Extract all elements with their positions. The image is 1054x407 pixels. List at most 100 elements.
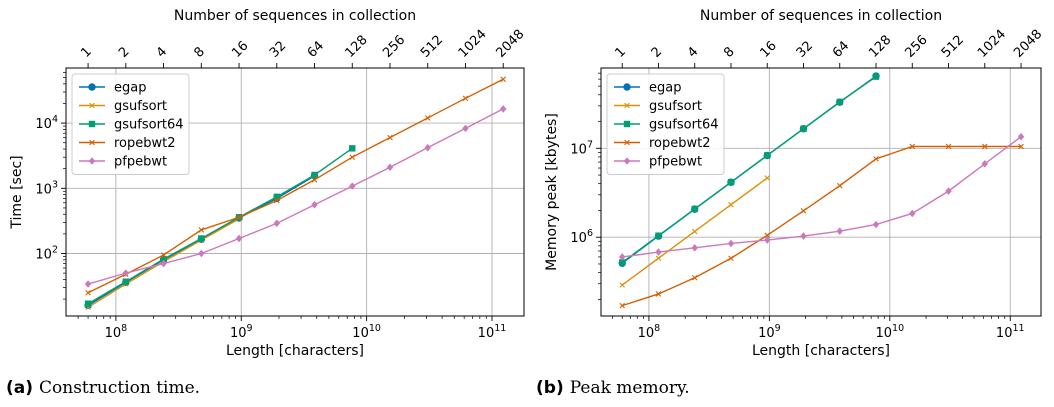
top-tick-label: 1024 (456, 27, 490, 61)
data-point-pfpebwt (386, 163, 394, 172)
data-point-pfpebwt (800, 232, 807, 240)
top-tick-label: 1024 (975, 27, 1009, 61)
data-point-gsufsort64 (800, 125, 807, 132)
data-point-pfpebwt (764, 236, 771, 244)
legend-box (606, 73, 725, 175)
caption-a-label: (a) (6, 378, 34, 398)
data-point-ropebwt2 (764, 232, 771, 239)
series-line-pfpebwt (87, 108, 504, 285)
top-tick-label: 64 (830, 39, 852, 61)
top-tick-label: 2 (649, 44, 665, 60)
caption-a-text: Construction time. (39, 378, 201, 398)
legend-item-ropebwt2: ropebwt2 (614, 136, 711, 151)
data-point-pfpebwt (872, 220, 880, 229)
legend-marker (624, 139, 630, 146)
data-point-pfpebwt (160, 259, 167, 268)
data-point-ropebwt2 (691, 274, 698, 281)
legend-label: gsufsort64 (114, 118, 184, 133)
data-point-ropebwt2 (619, 302, 625, 309)
data-point-ropebwt2 (836, 182, 843, 189)
top-tick-label: 8 (721, 44, 737, 60)
data-point-ropebwt2 (349, 154, 356, 160)
legend-item-egap: egap (614, 81, 681, 96)
data-point-pfpebwt (945, 187, 952, 195)
top-tick-label: 1 (78, 44, 94, 60)
top-axis-label: Number of sequences in collection (700, 8, 942, 24)
series-line-ropebwt2 (87, 78, 504, 294)
legend-item-egap: egap (79, 81, 146, 96)
y-axis-label: Memory peak [kbytes] (544, 113, 560, 271)
data-point-gsufsort (691, 228, 698, 235)
top-tick-label: 32 (794, 39, 816, 61)
data-point-gsufsort (728, 201, 734, 208)
legend-marker (88, 157, 96, 165)
data-point-gsufsort (655, 255, 662, 262)
chart-b: 108 109 1010 1011 106 107 1 2 4 8 16 32 64 128 256 512 1… (544, 8, 1045, 359)
data-point-ropebwt2 (981, 143, 988, 150)
series-ropebwt2 (619, 143, 1024, 309)
legend-marker (88, 120, 96, 128)
x-axis-label: Length [characters] (226, 343, 364, 359)
y-axis-label: Time [sec] (9, 155, 25, 229)
data-point-gsufsort64 (655, 232, 662, 239)
series-gsufsort (619, 175, 771, 288)
plot-frame (600, 67, 1042, 317)
legend-marker (623, 83, 631, 91)
top-tick-label: 2048 (493, 27, 527, 61)
legend-marker (89, 139, 95, 146)
series-line-ropebwt2 (621, 145, 1022, 307)
data-point-ropebwt2 (945, 143, 952, 150)
top-tick-label: 512 (939, 33, 967, 61)
series-gsufsort64 (619, 73, 880, 266)
data-point-pfpebwt (500, 105, 507, 113)
data-point-gsufsort64 (160, 255, 167, 263)
top-tick-label: 256 (902, 33, 930, 61)
data-point-pfpebwt (122, 269, 130, 277)
x-axis-label: Length [characters] (752, 343, 890, 359)
data-point-gsufsort64 (727, 178, 735, 186)
data-point-pfpebwt (198, 249, 205, 258)
legend-label: egap (114, 81, 146, 96)
data-point-pfpebwt (619, 253, 626, 261)
data-point-ropebwt2 (909, 143, 916, 150)
top-tick-label: 2 (116, 44, 132, 60)
data-point-ropebwt2 (500, 76, 507, 83)
data-point-ropebwt2 (160, 252, 167, 258)
data-point-ropebwt2 (273, 197, 280, 204)
legend-label: pfpebwt (649, 155, 702, 170)
data-point-gsufsort64 (84, 300, 92, 307)
top-tick-label: 256 (380, 33, 408, 61)
data-point-pfpebwt (981, 159, 988, 168)
data-point-gsufsort64 (836, 98, 843, 106)
data-point-ropebwt2 (236, 214, 242, 221)
legend-label: gsufsort (649, 99, 702, 114)
data-point-pfpebwt (836, 227, 843, 235)
data-point-ropebwt2 (462, 95, 469, 102)
legend-item-ropebwt2: ropebwt2 (79, 136, 176, 151)
top-tick-label: 512 (418, 33, 446, 61)
data-point-ropebwt2 (85, 289, 91, 296)
data-point-gsufsort64 (349, 145, 356, 152)
series-pfpebwt (619, 132, 1025, 261)
legend-item-gsufsort64: gsufsort64 (614, 118, 719, 133)
caption-b-label: (b) (536, 378, 564, 398)
caption-a: (a) Construction time. (6, 378, 200, 398)
y-tick-label: 103 (35, 179, 58, 197)
data-point-gsufsort64 (311, 171, 318, 179)
data-point-pfpebwt (424, 143, 431, 152)
x-tick-label: 108 (638, 323, 661, 341)
data-point-gsufsort (764, 175, 771, 181)
top-tick-label: 128 (342, 33, 370, 61)
data-point-gsufsort (619, 282, 625, 288)
y-tick-label: 106 (570, 228, 593, 246)
y-tick-label: 107 (570, 139, 593, 157)
series-gsufsort64 (84, 145, 356, 307)
data-point-ropebwt2 (424, 115, 431, 121)
series-line-gsufsort64 (87, 147, 353, 305)
legend: egap gsufsort gsufsort64 ropebwt2 pfpebwt (606, 73, 725, 175)
data-point-ropebwt2 (198, 227, 205, 233)
data-point-gsufsort64 (872, 73, 880, 80)
legend-marker (623, 120, 631, 128)
data-point-ropebwt2 (1018, 143, 1024, 150)
